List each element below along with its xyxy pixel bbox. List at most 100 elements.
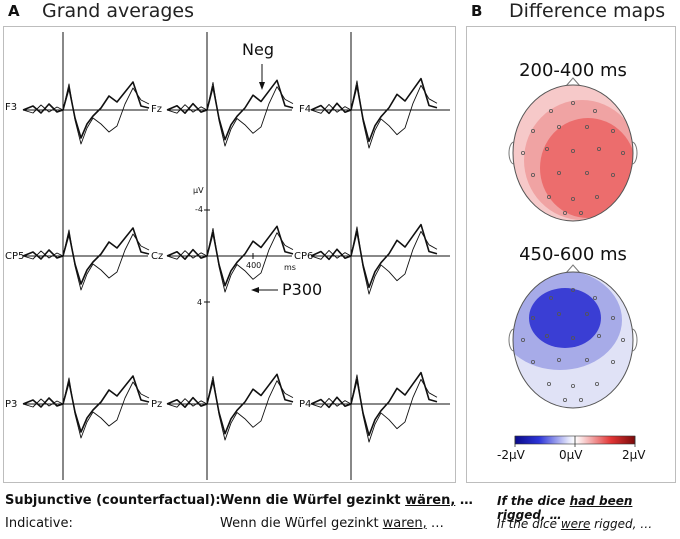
electrode-marker [563, 210, 568, 215]
erp-waveform-subjunctive [310, 371, 438, 437]
electrode-marker [549, 295, 554, 300]
p300-label: P300 [282, 280, 323, 299]
channel-label-p4: P4 [299, 399, 312, 410]
channel-label-cp6: CP6 [294, 251, 314, 262]
electrode-marker [621, 150, 626, 155]
electrode-marker [547, 194, 552, 199]
axis-time-unit: ms [284, 263, 296, 272]
subjunctive-german-verb: wären, [405, 493, 456, 508]
erp-waveform-subjunctive [166, 79, 294, 141]
electrode-marker [593, 109, 598, 114]
electrode-marker [571, 196, 576, 201]
electrode-marker [621, 337, 626, 342]
channel-label-cp5: CP5 [5, 251, 25, 262]
electrode-marker [521, 150, 526, 155]
erp-waveform-indicative [310, 226, 438, 295]
panel-a-letter: A [8, 2, 20, 20]
axis-time-tick: 400 [246, 261, 262, 270]
channel-label-f4: F4 [299, 104, 312, 115]
erp-waveform-subjunctive [310, 223, 438, 289]
electrode-marker [571, 101, 576, 106]
channel-label-f3: F3 [5, 102, 18, 113]
electrode-marker [549, 109, 554, 114]
erp-waveform-indicative [22, 377, 150, 439]
panel-b-frame [466, 26, 676, 483]
erp-waveform-indicative [166, 227, 294, 293]
indicative-english-before: If the dice [497, 517, 561, 531]
electrode-marker [585, 311, 590, 316]
colorbar-max-label: 2µV [622, 448, 646, 462]
indicative-english-verb: were [560, 517, 591, 531]
electrode-marker [557, 125, 562, 130]
electrode-marker [531, 359, 536, 364]
scalp-map-1 [508, 77, 638, 222]
electrode-marker [557, 170, 562, 175]
panel-b-letter: B [471, 2, 483, 20]
scalp-map-2 [508, 264, 638, 409]
electrode-marker [531, 128, 536, 133]
electrode-marker [547, 381, 552, 386]
subjunctive-label: Subjunctive (counterfactual): [5, 493, 221, 508]
axis-neg-tick: -4 [195, 205, 203, 214]
map-range-2: 450-600 ms [519, 244, 627, 265]
axis-pos-tick: 4 [197, 298, 203, 307]
indicative-label: Indicative: [5, 516, 73, 531]
electrode-marker [593, 295, 598, 300]
erp-waveform-subjunctive [22, 375, 150, 433]
electrode-marker [557, 357, 562, 362]
electrode-marker [597, 333, 602, 338]
electrode-marker [585, 357, 590, 362]
colorbar-mid-label: 0µV [559, 448, 583, 462]
electrode-marker [545, 146, 550, 151]
indicative-german-after: … [426, 516, 444, 531]
electrode-marker [571, 383, 576, 388]
erp-waveform-indicative [22, 229, 150, 291]
map-range-1: 200-400 ms [519, 60, 627, 81]
p300-arrowhead [251, 287, 259, 293]
indicative-german-before: Wenn die Würfel gezinkt [220, 516, 383, 531]
subjunctive-english: If the dice had been rigged, … [497, 494, 680, 522]
erp-waveform-indicative [310, 374, 438, 443]
electrode-marker [571, 335, 576, 340]
indicative-english: If the dice were rigged, … [497, 517, 652, 531]
electrode-marker [579, 397, 584, 402]
electrode-marker [595, 194, 600, 199]
electrode-marker [571, 148, 576, 153]
electrode-marker [545, 333, 550, 338]
indicative-german-verb: waren, [382, 516, 427, 531]
electrode-marker [611, 359, 616, 364]
axis-unit-label: µV [193, 186, 204, 195]
electrode-marker [611, 315, 616, 320]
electrode-marker [585, 170, 590, 175]
panel-b-title: Difference maps [509, 0, 666, 22]
indicative-german: Wenn die Würfel gezinkt waren, … [220, 516, 444, 531]
erp-waveform-indicative [166, 375, 294, 441]
erp-waveform-indicative [22, 83, 150, 145]
subjunctive-german-before: Wenn die Würfel gezinkt [220, 493, 406, 508]
indicative-english-after: rigged, … [590, 517, 653, 531]
channel-label-pz: Pz [151, 399, 163, 410]
panel-a-frame [3, 26, 456, 483]
subjunctive-english-before: If the dice [497, 494, 570, 508]
erp-waveform-subjunctive [166, 373, 294, 435]
electrode-marker [521, 337, 526, 342]
erp-waveform-subjunctive [22, 227, 150, 285]
electrode-marker [611, 128, 616, 133]
channel-label-cz: Cz [151, 251, 164, 262]
channel-label-p3: P3 [5, 399, 18, 410]
channel-label-fz: Fz [151, 104, 163, 115]
panel-a-title: Grand averages [42, 0, 194, 22]
erp-waveform-indicative [166, 81, 294, 147]
erp-waveform-subjunctive [310, 77, 438, 143]
subjunctive-german: Wenn die Würfel gezinkt wären, … [220, 493, 473, 508]
subjunctive-english-after: rigged, … [497, 508, 562, 522]
electrode-marker [585, 125, 590, 130]
subjunctive-english-verb: had been [569, 494, 633, 508]
electrode-marker [595, 381, 600, 386]
electrode-marker [531, 172, 536, 177]
electrode-marker [571, 287, 576, 292]
neg-arrowhead [259, 82, 265, 90]
electrode-marker [563, 397, 568, 402]
neg-label: Neg [242, 40, 274, 59]
erp-waveform-subjunctive [22, 81, 150, 139]
